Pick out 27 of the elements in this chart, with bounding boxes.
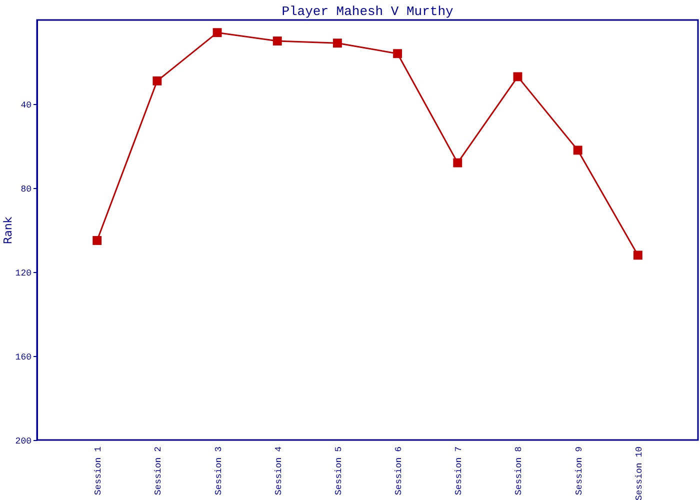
point (393, 49, 402, 58)
x-tick-label: Session 1 (94, 446, 104, 496)
x-tick-label: Session 7 (454, 446, 464, 496)
x-tick-label: Session 9 (574, 446, 584, 496)
x-tick-label: Session 8 (514, 446, 524, 496)
y-tick-label: 80 (20, 184, 32, 194)
point (272, 36, 282, 46)
y-tick-label: 160 (15, 352, 32, 362)
point (453, 158, 462, 168)
x-tick-label: Session 5 (334, 446, 344, 496)
point (633, 250, 642, 260)
y-tick-label: 200 (15, 436, 32, 446)
point (92, 236, 102, 245)
x-tick-label: Session 4 (274, 446, 284, 496)
y-tick-label: 40 (20, 100, 32, 110)
x-tick-label: Session 10 (634, 446, 644, 500)
y-axis-title: Rank (1, 216, 14, 244)
x-tick-label: Session 3 (214, 446, 224, 496)
point (573, 146, 582, 155)
point (513, 72, 522, 82)
chart-title: Player Mahesh V Murthy (282, 4, 454, 19)
point (332, 38, 342, 48)
x-tick-label: Session 2 (154, 446, 164, 496)
x-tick-label: Session 6 (394, 446, 404, 496)
point (152, 76, 162, 86)
y-tick-label: 120 (15, 268, 32, 278)
point (212, 28, 222, 38)
